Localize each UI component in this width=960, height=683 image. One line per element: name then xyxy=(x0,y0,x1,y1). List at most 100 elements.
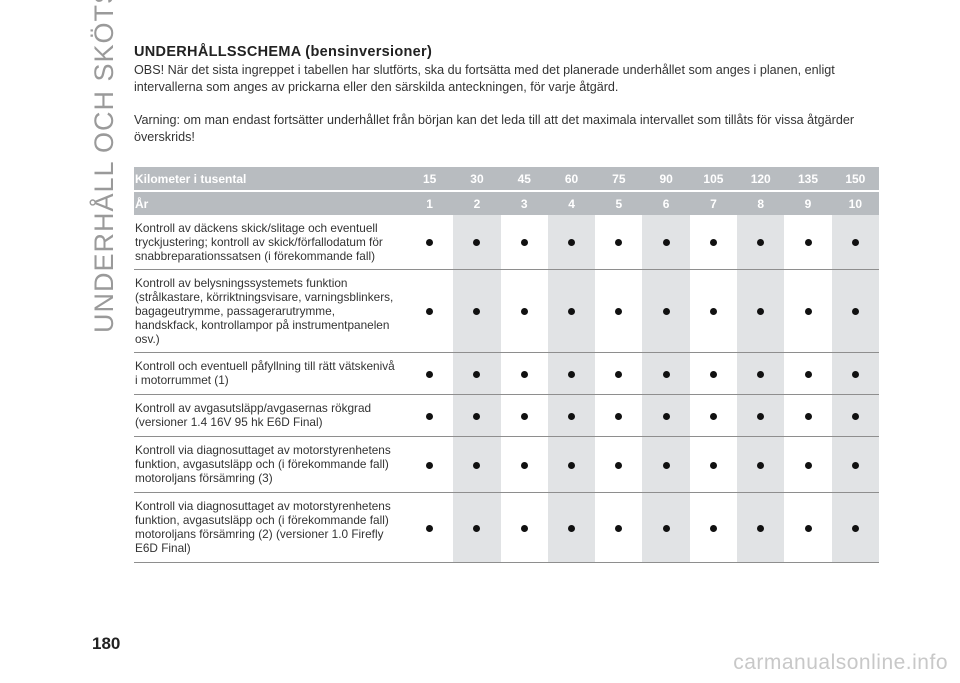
interval-cell xyxy=(642,215,690,270)
interval-cell xyxy=(690,437,737,493)
dot-icon xyxy=(851,461,859,469)
dot-icon xyxy=(473,461,481,469)
interval-cell xyxy=(642,352,690,395)
interval-cell xyxy=(406,270,453,353)
maintenance-row: Kontroll via diagnosuttaget av motorstyr… xyxy=(134,492,879,563)
dot-icon xyxy=(473,370,481,378)
maintenance-table: Kilometer i tusental 15 30 45 60 75 90 1… xyxy=(134,167,879,563)
dot-icon xyxy=(804,412,812,420)
interval-cell xyxy=(595,437,642,493)
interval-cell xyxy=(547,352,596,395)
year-header-value: 1 xyxy=(426,196,433,211)
dot-icon xyxy=(662,308,670,315)
dot-icon xyxy=(709,524,717,532)
interval-cell xyxy=(831,352,879,395)
interval-cell xyxy=(453,352,501,395)
page-number: 180 xyxy=(92,634,121,653)
interval-cell xyxy=(547,436,596,493)
interval-cell xyxy=(831,215,879,270)
interval-cell xyxy=(737,394,785,437)
interval-cell xyxy=(831,269,879,353)
interval-cell xyxy=(501,270,548,353)
year-header-value: 9 xyxy=(804,196,812,211)
interval-cell xyxy=(501,493,548,563)
watermark: carmanualsonline.info xyxy=(733,651,948,674)
dot-icon xyxy=(426,412,434,420)
interval-cell xyxy=(406,437,453,493)
year-header-value: 2 xyxy=(473,196,481,211)
dot-icon xyxy=(757,370,765,378)
km-header-value: 135 xyxy=(798,171,819,186)
year-header-value: 6 xyxy=(662,196,670,211)
interval-cell xyxy=(831,492,879,563)
dot-icon xyxy=(804,308,812,315)
interval-cell xyxy=(737,269,785,353)
maintenance-item-description: Kontroll och eventuell påfyllning till r… xyxy=(135,359,395,387)
dot-icon xyxy=(662,239,670,246)
interval-cell xyxy=(784,493,831,563)
interval-cell xyxy=(690,270,737,353)
dot-icon xyxy=(568,239,576,246)
dot-icon xyxy=(709,412,717,420)
km-header-value: 90 xyxy=(659,171,673,186)
interval-cell xyxy=(595,353,642,395)
year-header-value: 7 xyxy=(710,196,717,211)
dot-icon xyxy=(804,239,812,246)
dot-icon xyxy=(662,412,670,420)
dot-icon xyxy=(615,308,623,315)
dot-icon xyxy=(615,370,623,378)
interval-cell xyxy=(501,395,548,437)
dot-icon xyxy=(426,524,434,532)
dot-icon xyxy=(851,308,859,315)
dot-icon xyxy=(851,370,859,378)
year-header-value: 8 xyxy=(757,196,765,211)
interval-cell xyxy=(501,353,548,395)
interval-cell xyxy=(406,353,453,395)
km-header-value: 15 xyxy=(422,171,437,186)
km-header-value: 105 xyxy=(703,171,724,186)
maintenance-table-body: Kontroll av däckens skick/slitage och ev… xyxy=(134,215,879,563)
interval-cell xyxy=(831,394,879,437)
interval-cell xyxy=(831,436,879,493)
year-header-value: 4 xyxy=(568,196,575,211)
maintenance-item-description: Kontroll av däckens skick/slitage och ev… xyxy=(135,221,383,263)
dot-icon xyxy=(568,524,576,532)
dot-icon xyxy=(851,524,859,532)
dot-icon xyxy=(520,370,528,378)
km-header-value: 120 xyxy=(750,171,771,186)
interval-cell xyxy=(547,394,596,437)
interval-cell xyxy=(406,493,453,563)
dot-icon xyxy=(757,524,765,532)
dot-icon xyxy=(662,370,670,378)
dot-icon xyxy=(473,239,481,246)
km-header-value: 60 xyxy=(564,171,579,186)
interval-cell xyxy=(547,492,596,563)
interval-cell xyxy=(737,215,785,270)
year-header-value: 10 xyxy=(848,196,863,211)
interval-cell xyxy=(453,215,501,270)
interval-cell xyxy=(453,492,501,563)
maintenance-row: Kontroll av däckens skick/slitage och ev… xyxy=(134,215,879,270)
year-header-value: 5 xyxy=(615,196,623,211)
interval-cell xyxy=(737,436,785,493)
maintenance-row: Kontroll och eventuell påfyllning till r… xyxy=(134,352,879,395)
dot-icon xyxy=(709,239,717,246)
dot-icon xyxy=(757,239,765,246)
interval-cell xyxy=(737,492,785,563)
dot-icon xyxy=(426,461,434,469)
interval-cell xyxy=(642,269,690,353)
dot-icon xyxy=(520,239,528,246)
interval-cell xyxy=(690,395,737,437)
interval-cell xyxy=(784,215,831,270)
interval-cell xyxy=(642,492,690,563)
maintenance-row: Kontroll av belysningssystemets funktion… xyxy=(134,269,879,353)
dot-icon xyxy=(615,239,623,246)
interval-cell xyxy=(690,493,737,563)
dot-icon xyxy=(520,524,528,532)
dot-icon xyxy=(851,412,859,420)
section-side-title-text: UNDERHÅLL OCH SKÖTSEL xyxy=(89,0,119,333)
interval-cell xyxy=(784,353,831,395)
interval-cell xyxy=(690,215,737,270)
interval-cell xyxy=(642,394,690,437)
interval-cell xyxy=(784,437,831,493)
